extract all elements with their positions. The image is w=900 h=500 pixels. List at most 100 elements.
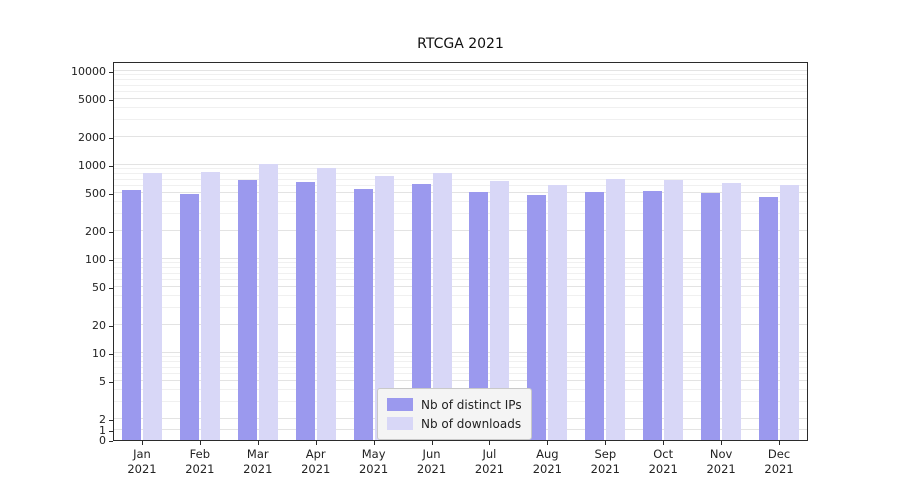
- major-gridline: [114, 258, 807, 259]
- y-axis-tick-label: 5: [99, 375, 106, 389]
- x-axis-tick-mark: [315, 441, 317, 445]
- minor-gridline: [114, 79, 807, 81]
- bar: [142, 173, 162, 440]
- legend-label: Nb of distinct IPs: [421, 397, 522, 412]
- bar: [548, 184, 568, 440]
- bar: [432, 172, 452, 440]
- minor-gridline: [114, 366, 807, 368]
- major-gridline: [114, 229, 807, 231]
- minor-gridline: [114, 201, 807, 203]
- x-axis-tick-mark: [605, 441, 607, 445]
- bar: [200, 171, 220, 440]
- bar: [527, 194, 547, 440]
- bar: [179, 194, 199, 440]
- x-axis-label: Feb 2021: [185, 447, 215, 476]
- minor-gridline: [114, 74, 807, 76]
- y-axis-tick-label: 1: [99, 423, 106, 437]
- legend-swatch: [387, 417, 413, 430]
- x-axis-label: Aug 2021: [532, 447, 562, 476]
- x-axis-tick-mark: [547, 441, 549, 445]
- bar: [374, 175, 394, 440]
- minor-gridline: [114, 295, 807, 297]
- y-axis-tick-mark: [109, 441, 113, 442]
- minor-gridline: [114, 213, 807, 215]
- y-axis-tick-label: 5000: [78, 93, 106, 107]
- minor-gridline: [114, 178, 807, 180]
- minor-gridline: [114, 84, 807, 86]
- bar: [237, 180, 257, 440]
- bar: [585, 192, 605, 440]
- major-gridline: [114, 98, 807, 100]
- bar: [664, 180, 684, 440]
- x-axis-tick-mark: [199, 441, 201, 445]
- minor-gridline: [114, 267, 807, 269]
- y-axis-tick-label: 200: [85, 224, 106, 238]
- x-axis-tick-mark: [431, 441, 433, 445]
- minor-gridline: [114, 372, 807, 374]
- x-axis-tick-mark: [257, 441, 259, 445]
- minor-gridline: [114, 272, 807, 274]
- bar: [780, 184, 800, 440]
- minor-gridline: [114, 184, 807, 186]
- major-gridline: [114, 380, 807, 382]
- minor-gridline: [114, 168, 807, 170]
- minor-gridline: [114, 361, 807, 363]
- major-gridline: [114, 135, 807, 137]
- bar: [722, 183, 742, 440]
- y-axis-tick-label: 2000: [78, 130, 106, 144]
- bar: [643, 190, 663, 440]
- x-axis-label: Jun 2021: [416, 447, 447, 476]
- major-gridline: [114, 192, 807, 194]
- bar: [295, 181, 315, 440]
- legend: Nb of distinct IPs Nb of downloads: [377, 388, 532, 440]
- y-axis-tick-label: 1000: [78, 159, 106, 172]
- legend-label: Nb of downloads: [421, 416, 522, 431]
- bar: [701, 193, 721, 440]
- x-axis-tick-mark: [663, 441, 665, 445]
- major-gridline: [114, 352, 807, 353]
- x-axis-label: Sep 2021: [590, 447, 620, 476]
- bar: [490, 180, 510, 440]
- minor-gridline: [114, 90, 807, 92]
- minor-gridline: [114, 356, 807, 358]
- bar: [353, 188, 373, 440]
- x-axis-label: Apr 2021: [301, 447, 331, 476]
- x-axis-label: Nov 2021: [706, 447, 736, 476]
- major-gridline: [114, 286, 807, 288]
- major-gridline: [114, 70, 807, 71]
- minor-gridline: [114, 119, 807, 121]
- bar: [469, 191, 489, 440]
- legend-item: Nb of distinct IPs: [387, 395, 522, 414]
- bar: [411, 183, 431, 440]
- x-axis-label: May 2021: [358, 447, 389, 476]
- minor-gridline: [114, 107, 807, 109]
- y-axis-tick-label: 2: [99, 413, 106, 426]
- bar: [759, 196, 779, 440]
- y-axis-tick-label: 10: [92, 347, 106, 360]
- legend-item: Nb of downloads: [387, 414, 522, 433]
- x-axis-tick-mark: [779, 441, 781, 445]
- chart-title: RTCGA 2021: [417, 36, 504, 52]
- x-axis-tick-mark: [141, 441, 143, 445]
- minor-gridline: [114, 278, 807, 280]
- y-axis-tick-label: 500: [85, 187, 106, 201]
- x-axis-tick-mark: [721, 441, 723, 445]
- y-axis-tick-label: 0: [99, 434, 106, 447]
- x-axis-label: Jan 2021: [127, 447, 157, 476]
- legend-swatch: [387, 398, 413, 411]
- x-axis-tick-mark: [489, 441, 491, 445]
- x-axis-label: Jul 2021: [474, 447, 505, 476]
- x-axis-label: Oct 2021: [648, 447, 678, 476]
- major-gridline: [114, 323, 807, 325]
- bar: [258, 164, 278, 440]
- y-axis-tick-label: 100: [85, 253, 106, 266]
- y-axis-tick-label: 50: [92, 281, 106, 295]
- x-axis-tick-mark: [373, 441, 375, 445]
- minor-gridline: [114, 173, 807, 175]
- minor-gridline: [114, 307, 807, 309]
- x-axis-label: Mar 2021: [243, 447, 273, 476]
- y-axis-tick-label: 10000: [71, 65, 106, 78]
- bar: [606, 179, 626, 440]
- bar: [316, 167, 336, 440]
